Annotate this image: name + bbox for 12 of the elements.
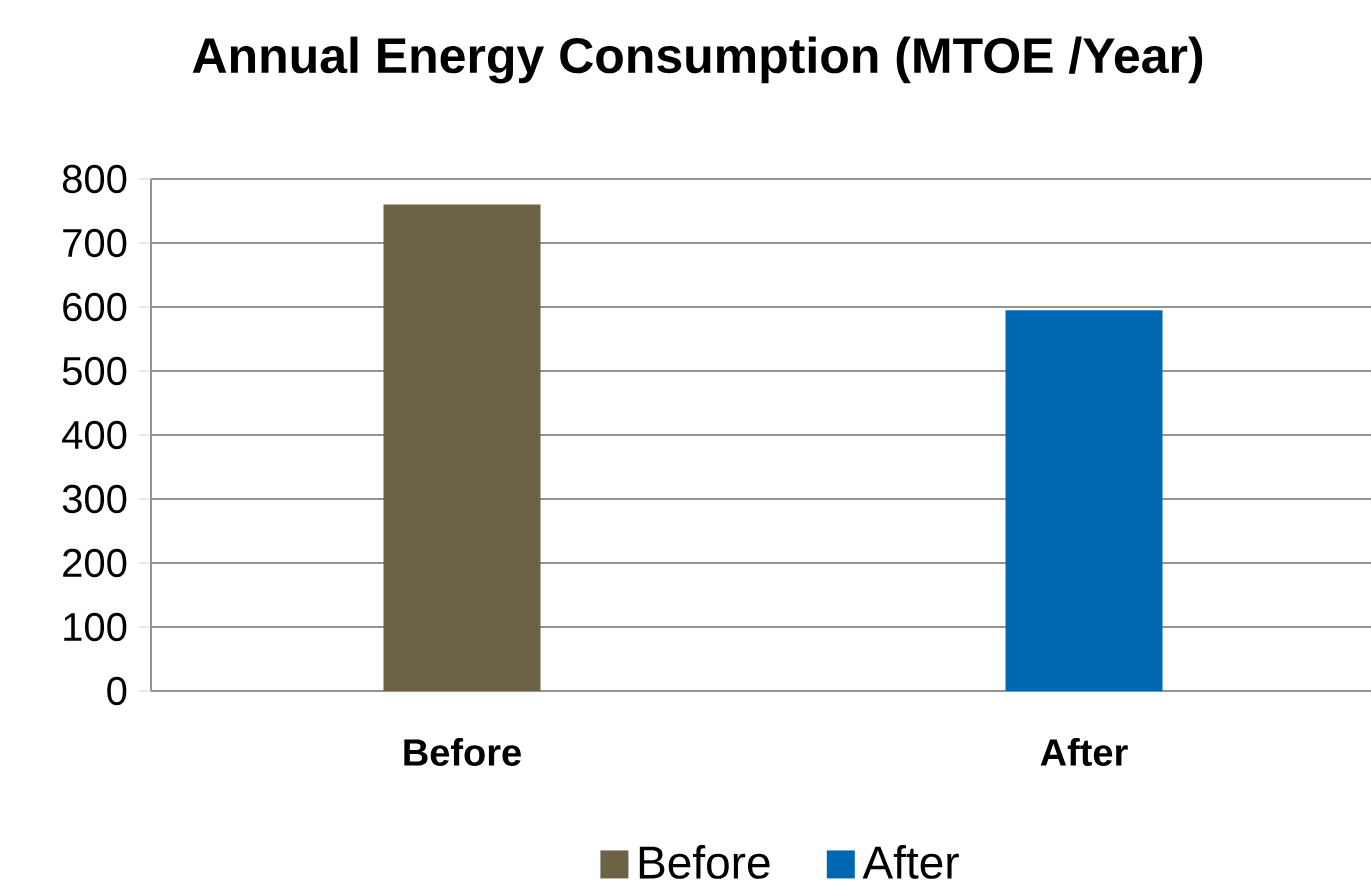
chart-title: Annual Energy Consumption (MTOE /Year) [192, 36, 1203, 84]
legend-label: Before [639, 845, 770, 879]
y-tick-label: 100 [64, 612, 127, 642]
y-tick-label: 800 [62, 164, 127, 194]
y-tick-label: 200 [63, 548, 127, 578]
y-tick-label: 0 [107, 676, 127, 706]
legend-label: After [862, 845, 959, 879]
y-tick-label: 400 [62, 420, 127, 450]
y-tick-label: 300 [62, 484, 127, 514]
y-tick-label: 600 [63, 292, 127, 322]
y-tick-label: 500 [62, 356, 127, 386]
y-tick-label: 700 [63, 228, 127, 258]
